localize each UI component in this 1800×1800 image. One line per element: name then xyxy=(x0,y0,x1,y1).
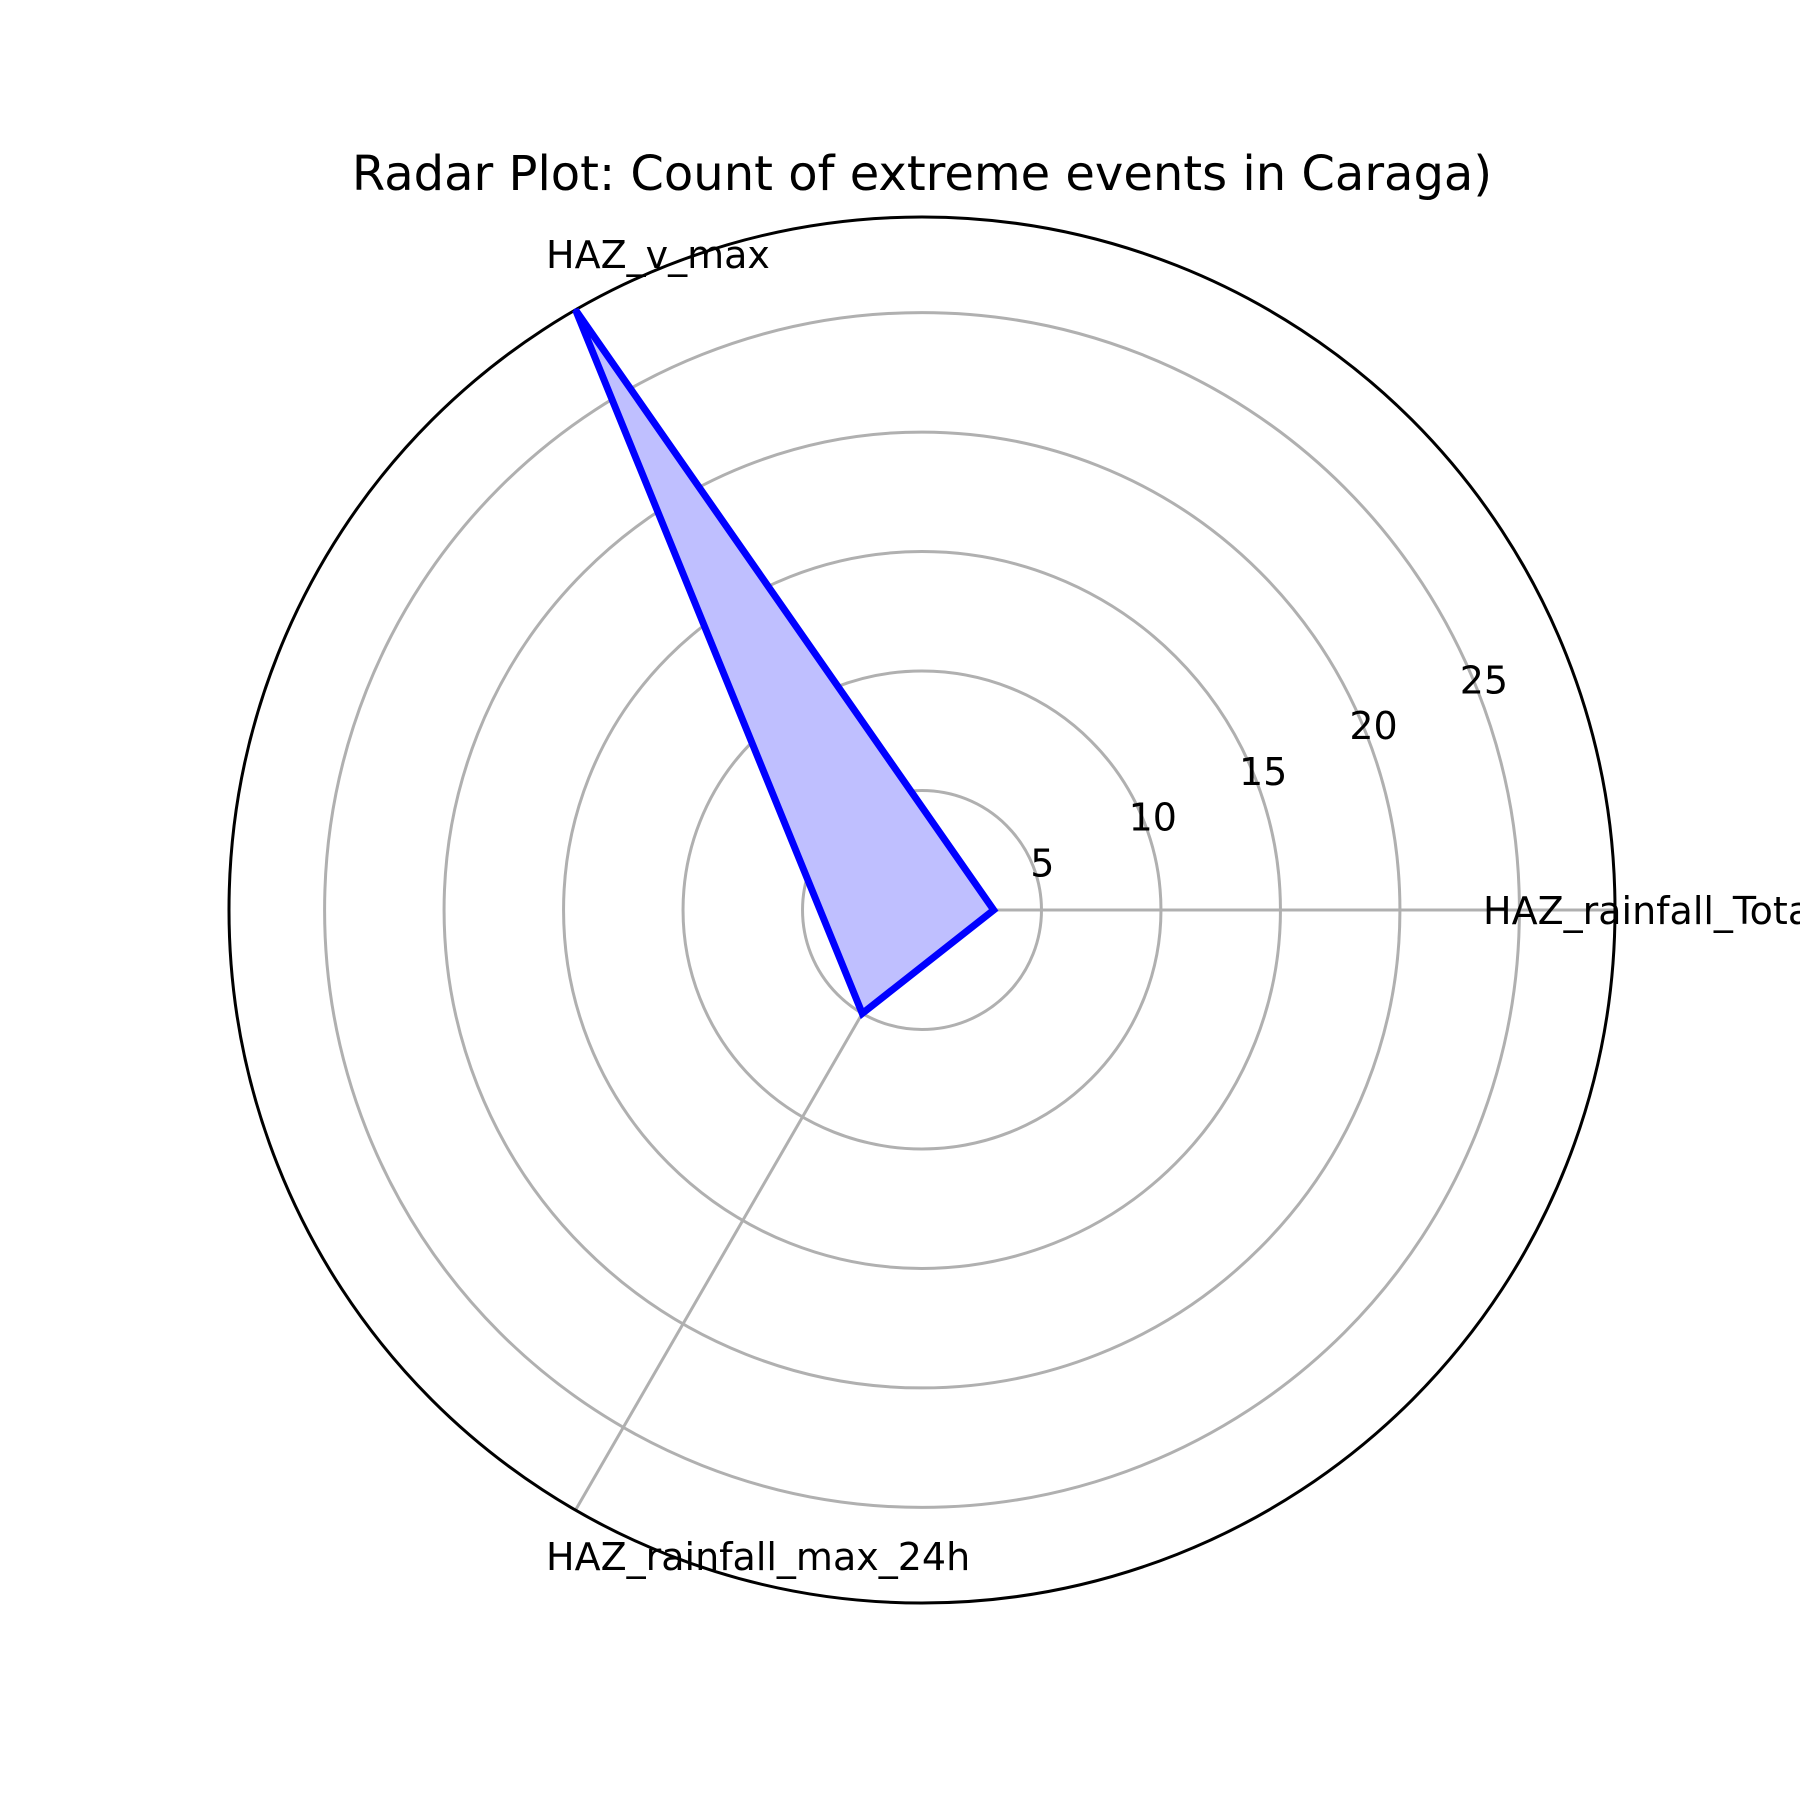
category-label: HAZ_rainfall_Total xyxy=(1483,889,1800,933)
chart-title: Radar Plot: Count of extreme events in C… xyxy=(352,146,1492,202)
series-area xyxy=(575,309,994,1014)
r-tick-label: 20 xyxy=(1349,704,1397,748)
data-point xyxy=(860,1011,864,1015)
r-tick-label: 10 xyxy=(1129,796,1177,840)
series-layer xyxy=(572,307,999,1020)
r-tick-label: 25 xyxy=(1460,658,1508,702)
r-tick-label: 5 xyxy=(1030,841,1054,885)
label-layer: 5 10 15 20 25 HAZ_rainfall_Total HAZ_v_max HAZ_… xyxy=(546,233,1800,1579)
category-label: HAZ_v_max xyxy=(546,233,770,277)
category-label: HAZ_rainfall_max_24h xyxy=(546,1535,970,1579)
data-point xyxy=(574,308,577,312)
series-line xyxy=(572,307,999,1020)
r-tick-label: 15 xyxy=(1239,750,1287,794)
data-point xyxy=(992,908,996,912)
polar-frame xyxy=(227,215,1617,1605)
